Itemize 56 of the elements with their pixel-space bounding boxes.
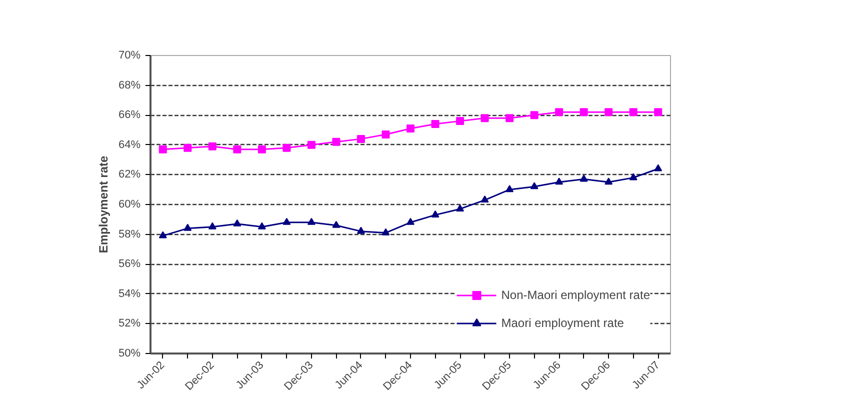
- point: [406, 124, 414, 133]
- point: [282, 144, 291, 152]
- point: [307, 140, 316, 149]
- point: [431, 210, 440, 218]
- point: [555, 178, 564, 185]
- point: [629, 108, 638, 116]
- point: [208, 222, 216, 230]
- point: [307, 218, 316, 225]
- point: [480, 195, 489, 203]
- legend-label: Maori employment rate: [501, 316, 624, 330]
- y-tick-label: 70%: [118, 50, 141, 62]
- point: [456, 204, 464, 212]
- y-tick-label: 60%: [118, 198, 141, 210]
- point: [406, 218, 414, 225]
- point: [506, 114, 514, 122]
- y-tick-label: 62%: [118, 168, 141, 181]
- point: [431, 120, 440, 128]
- point: [332, 220, 340, 228]
- y-axis-title: Employment rate: [96, 155, 110, 254]
- point: [208, 142, 216, 150]
- point: [580, 108, 588, 116]
- point: [184, 144, 192, 152]
- point: [158, 231, 167, 238]
- point: [604, 178, 613, 185]
- point: [604, 108, 613, 116]
- point: [580, 174, 588, 182]
- point: [258, 222, 266, 230]
- point: [555, 108, 564, 116]
- point: [332, 138, 340, 146]
- y-tick-label: 56%: [118, 258, 141, 270]
- point: [233, 145, 242, 154]
- point: [456, 117, 464, 126]
- y-tick-label: 64%: [118, 138, 141, 151]
- point: [356, 134, 365, 143]
- point: [184, 224, 192, 231]
- point: [356, 226, 365, 234]
- point: [530, 182, 538, 190]
- point: [654, 164, 662, 172]
- legend-label: Non-Maori employment rate: [501, 288, 650, 302]
- point: [480, 114, 489, 122]
- y-tick-label: 50%: [118, 348, 141, 360]
- y-tick-label: 52%: [118, 318, 141, 330]
- y-tick-label: 54%: [118, 288, 141, 300]
- y-tick-label: 58%: [118, 228, 141, 240]
- point: [530, 111, 538, 120]
- y-tick-label: 68%: [118, 79, 141, 92]
- y-tick-label: 66%: [118, 109, 141, 122]
- point: [158, 145, 167, 154]
- point: [629, 173, 638, 180]
- point: [382, 130, 390, 138]
- point: [233, 219, 242, 226]
- point: [654, 108, 662, 116]
- point: [282, 218, 291, 225]
- point: [506, 185, 514, 192]
- point: [382, 228, 390, 236]
- point: [258, 145, 266, 154]
